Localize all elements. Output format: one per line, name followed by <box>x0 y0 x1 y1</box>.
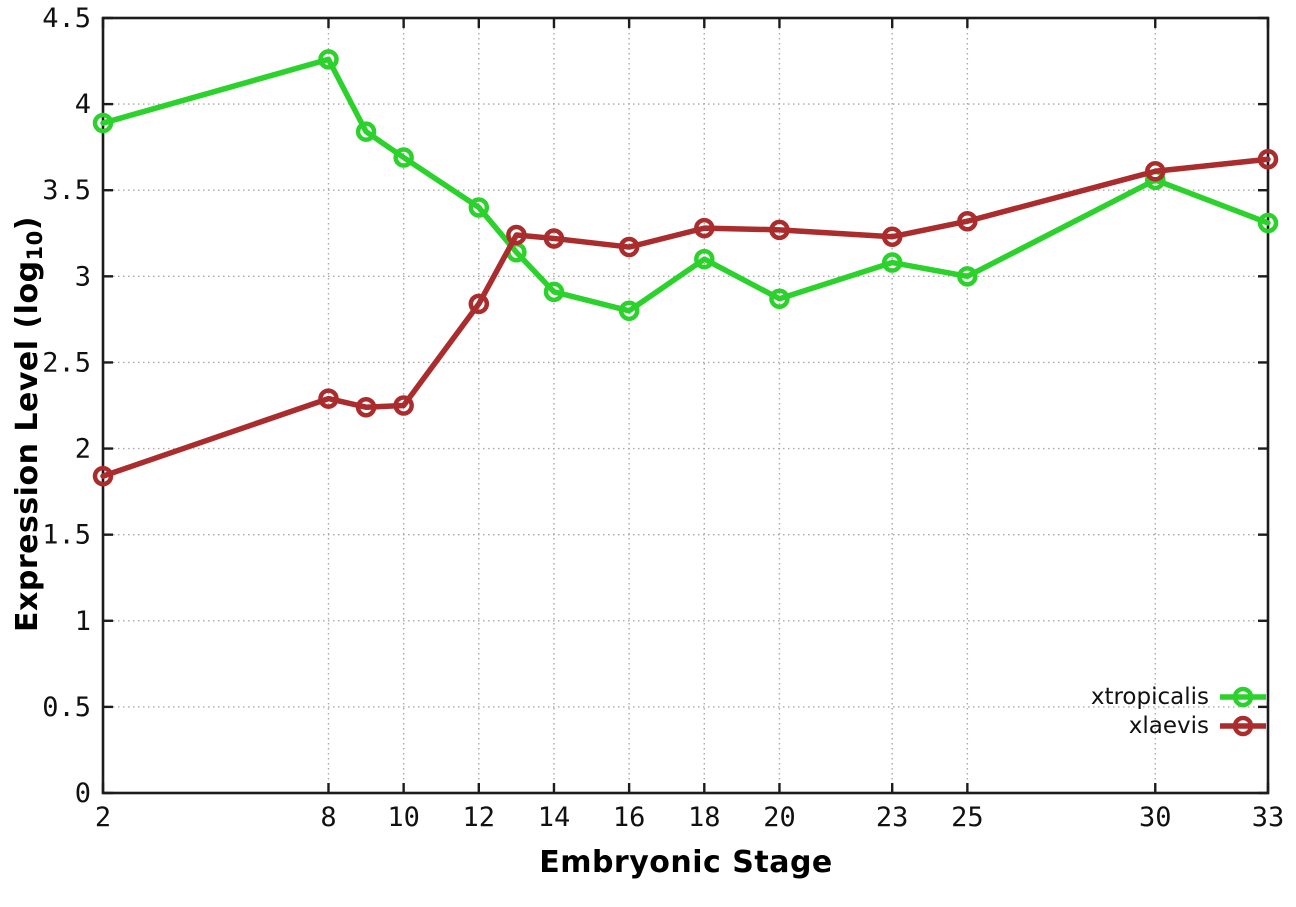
legend-item-xlaevis: xlaevis <box>1129 713 1268 739</box>
x-tick-label: 8 <box>320 802 336 833</box>
legend: xtropicalis xlaevis <box>1091 684 1268 739</box>
data-point-xlaevis <box>543 228 565 249</box>
x-axis-title: Embryonic Stage <box>539 845 833 880</box>
legend-label-xtropicalis: xtropicalis <box>1090 684 1209 710</box>
data-point-xtropicalis <box>1257 212 1279 234</box>
legend-marker-xlaevis-icon <box>1220 715 1266 737</box>
y-axis-title-close: ) <box>10 216 45 231</box>
legend-item-xtropicalis: xtropicalis <box>1091 684 1268 710</box>
data-point-xtropicalis <box>92 112 114 134</box>
x-tick-label: 20 <box>763 802 796 833</box>
y-tick-label: 1.5 <box>42 520 91 551</box>
x-tick-label: 14 <box>538 802 571 833</box>
y-axis-title-subscript: 10 <box>23 230 47 261</box>
data-point-xtropicalis <box>468 197 490 218</box>
series-line-xlaevis <box>100 156 1271 479</box>
data-point-xlaevis <box>1145 161 1166 182</box>
data-point-xlaevis <box>694 217 715 239</box>
plot-border <box>101 16 1270 795</box>
x-tick-label: 30 <box>1139 802 1172 833</box>
x-tick-label: 18 <box>688 802 721 833</box>
data-point-xtropicalis <box>694 248 715 270</box>
data-point-xtropicalis <box>543 281 565 303</box>
data-point-xlaevis <box>468 293 490 315</box>
x-tick-label: 2 <box>95 802 111 833</box>
data-point-xtropicalis <box>393 147 414 168</box>
data-point-xlaevis <box>318 388 339 409</box>
y-tick-label: 0 <box>75 778 91 809</box>
data-point-xlaevis <box>1257 148 1279 170</box>
legend-label-xlaevis: xlaevis <box>1128 713 1209 739</box>
y-axis-title-text: Expression Level (log <box>10 260 45 632</box>
data-point-xtropicalis <box>957 266 978 287</box>
data-point-xtropicalis <box>881 252 903 273</box>
data-point-xtropicalis <box>769 288 790 309</box>
x-tick-label: 12 <box>463 802 496 833</box>
y-tick-label: 2.5 <box>42 347 91 378</box>
y-tick-label: 4 <box>75 89 91 120</box>
x-tick-label: 10 <box>387 802 420 833</box>
y-tick-label: 4.5 <box>42 3 91 34</box>
data-point-xlaevis <box>881 226 903 247</box>
y-tick-label: 3 <box>75 261 91 292</box>
data-point-xlaevis <box>355 396 377 418</box>
x-tick-label: 33 <box>1252 802 1285 833</box>
x-tick-label: 25 <box>951 802 984 833</box>
y-tick-label: 2 <box>75 434 91 465</box>
y-axis-title: Expression Level (log10) <box>8 34 48 814</box>
x-tick-label: 23 <box>876 802 909 833</box>
data-point-xlaevis <box>769 219 790 241</box>
data-point-xlaevis <box>506 224 527 246</box>
y-tick-label: 1 <box>75 606 91 637</box>
data-point-xlaevis <box>393 395 414 416</box>
x-tick-label: 16 <box>613 802 646 833</box>
y-tick-label: 0.5 <box>42 692 91 723</box>
legend-marker-xtropicalis-icon <box>1220 686 1266 708</box>
y-tick-label: 3.5 <box>42 175 91 206</box>
data-point-xlaevis <box>618 236 640 258</box>
data-point-xtropicalis <box>318 49 339 70</box>
data-point-xlaevis <box>957 210 978 232</box>
data-point-xtropicalis <box>618 300 640 322</box>
data-point-xtropicalis <box>355 121 377 142</box>
data-point-xlaevis <box>92 465 114 487</box>
